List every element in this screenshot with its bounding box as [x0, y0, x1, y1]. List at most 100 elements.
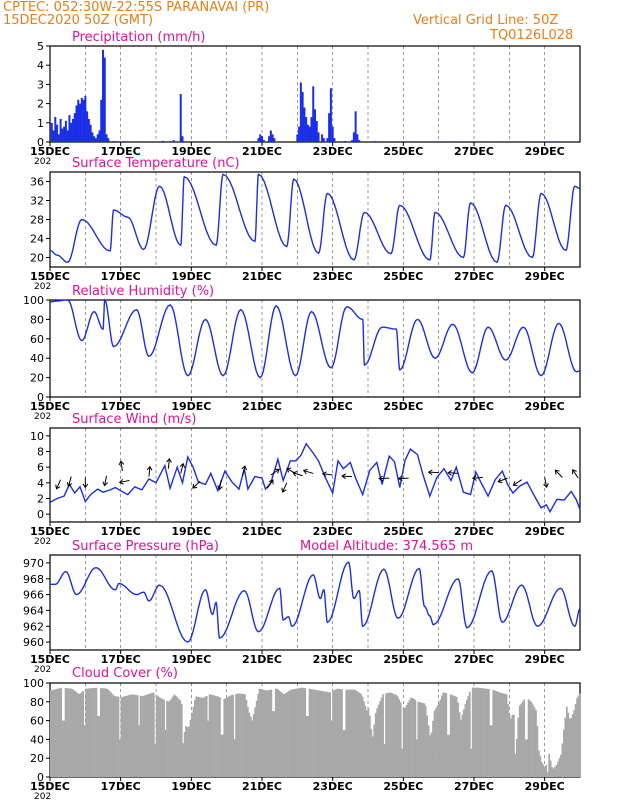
precip-ytick-label: 3: [37, 78, 44, 91]
cloud-bar: [511, 714, 514, 777]
cloud-bar: [233, 739, 236, 777]
cloud-bar: [302, 687, 305, 777]
cloud-bar: [69, 688, 71, 777]
precip-bar: [89, 124, 92, 142]
cloud-bar: [357, 691, 359, 777]
precip-bar: [75, 105, 78, 142]
cloud-bar: [217, 696, 220, 777]
wind-arrow: [218, 479, 222, 490]
precip-bar: [162, 140, 165, 142]
precip-bar: [259, 134, 262, 142]
cloud-bar: [493, 690, 496, 777]
cloud-bar: [495, 691, 498, 777]
cloud-bar: [249, 716, 252, 777]
cloud-bar: [548, 753, 551, 777]
cloud-bar: [304, 688, 307, 777]
cloud-bar: [396, 696, 399, 777]
cloud-bar: [227, 696, 230, 777]
cloud-bar: [355, 690, 358, 777]
cloud-bar: [201, 697, 204, 777]
cloud-bar: [210, 694, 212, 777]
pressure-line: [50, 561, 581, 643]
cloud-bar: [332, 690, 334, 777]
rh-xtick-label: 27DEC: [454, 400, 494, 413]
cloud-bar: [349, 689, 352, 777]
wind-arrow: [104, 475, 108, 486]
wind-year-label: 202: [34, 537, 51, 547]
temp-frame: [49, 171, 581, 268]
temp-title: Surface Temperature (nC): [72, 156, 240, 171]
precip-bar: [550, 141, 553, 142]
cloud-bar: [411, 697, 414, 777]
cloud-bar: [301, 687, 304, 777]
cloud-bar: [467, 695, 470, 777]
cloud-bar: [490, 725, 493, 777]
precip-bar: [314, 109, 316, 142]
cloud-bar: [410, 697, 412, 777]
cloud-bar: [560, 754, 562, 777]
cloud-bar: [339, 689, 342, 777]
precip-xtick-label: 23DEC: [313, 145, 353, 158]
cloud-bar: [458, 712, 461, 777]
precip-bar: [328, 113, 331, 142]
cloud-bar: [279, 691, 282, 777]
cloud-bar: [89, 688, 92, 777]
cloud-bar: [479, 687, 481, 777]
cloud-xtick-label: 15DEC: [30, 780, 70, 793]
pressure-ytick-label: 966: [23, 589, 44, 602]
cloud-bar: [211, 694, 214, 777]
cloud-bar: [163, 699, 165, 777]
cloud-bar: [483, 688, 486, 777]
cloud-bar: [60, 687, 63, 777]
cloud-bar: [144, 695, 146, 777]
wind-arrow-head: [118, 479, 124, 485]
cloud-bar: [195, 696, 198, 777]
cloud-bar: [439, 699, 442, 777]
cloud-bar: [241, 693, 243, 777]
cloud-bar: [166, 700, 168, 777]
precip-bar: [84, 95, 87, 142]
cloud-bar: [376, 708, 379, 777]
cloud-bar: [50, 690, 52, 777]
wind-arrow: [192, 480, 201, 489]
precip-bar: [326, 138, 329, 142]
cloud-bar: [341, 689, 343, 777]
cloud-bar: [174, 695, 177, 777]
cloud-bar: [536, 725, 539, 777]
precip-bar: [331, 126, 334, 142]
precip-bar: [123, 141, 126, 142]
wind-ytick-label: 6: [37, 461, 44, 474]
rh-ytick-label: 20: [30, 372, 44, 385]
wind-arrow: [167, 458, 170, 469]
cloud-bar: [224, 698, 227, 777]
cloud-bar: [542, 764, 545, 777]
cloud-bar: [343, 730, 346, 777]
cloud-bar: [518, 705, 521, 777]
precip-xtick-label: 21DEC: [242, 145, 282, 158]
grid-note-label: Vertical Grid Line: 50Z: [413, 13, 559, 28]
wind-arrow-head: [286, 467, 292, 473]
cloud-bar: [255, 700, 258, 777]
cloud-bar: [76, 692, 79, 777]
cloud-bar: [505, 694, 508, 777]
cloud-bar: [445, 693, 448, 777]
cloud-bar: [127, 695, 130, 777]
cloud-bar: [54, 689, 57, 777]
pressure-ytick-label: 964: [23, 604, 44, 617]
wind-arrow: [544, 477, 548, 488]
cloud-bar: [323, 691, 326, 777]
cloud-bar: [457, 702, 459, 777]
precip-bar: [296, 134, 299, 142]
cloud-bar: [514, 754, 517, 777]
precip-xtick-label: 25DEC: [383, 145, 423, 158]
cloud-bar: [361, 696, 364, 777]
cloud-bar: [155, 695, 158, 777]
precip-bar: [87, 118, 90, 142]
cloud-bar: [498, 692, 501, 777]
precip-bar: [483, 141, 486, 142]
cloud-bar: [110, 692, 113, 777]
precip-bar: [63, 126, 66, 142]
cloud-bar: [132, 694, 135, 777]
cloud-bar: [283, 693, 286, 777]
cloud-bar: [208, 694, 211, 777]
